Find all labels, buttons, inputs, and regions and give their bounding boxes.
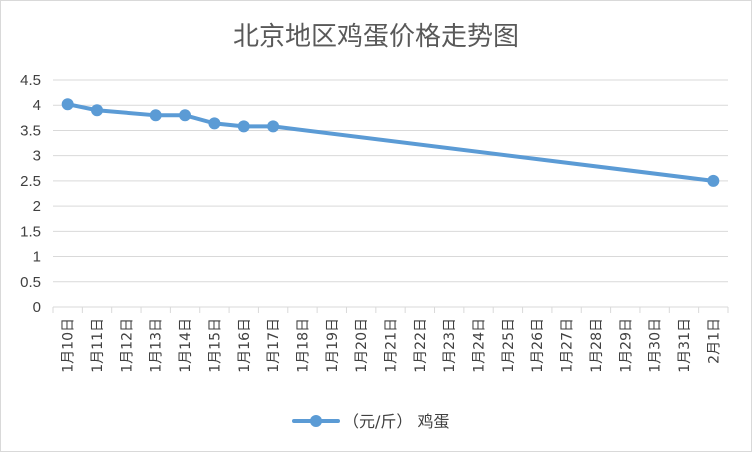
y-tick-label: 0.5 (20, 274, 41, 291)
y-tick-label: 1.5 (20, 223, 41, 240)
x-tick-label: 1月21日 (384, 318, 400, 373)
series-line (68, 104, 714, 181)
y-tick-label: 0 (33, 299, 41, 316)
chart-title: 北京地区鸡蛋价格走势图 (233, 22, 519, 52)
x-tick-label: 1月14日 (178, 318, 194, 373)
x-tick-label: 1月13日 (149, 318, 165, 373)
y-axis-ticks: 0 0.5 1 1.5 2 2.5 3 3.5 4 4.5 (20, 72, 41, 316)
legend-label: （元/斤） 鸡蛋 (343, 412, 449, 431)
x-tick-label: 1月10日 (61, 318, 77, 373)
x-tick-label: 1月12日 (119, 318, 135, 373)
data-point (62, 98, 74, 110)
x-tick-label: 1月22日 (413, 318, 429, 373)
series-layer (62, 98, 720, 187)
x-tick-label: 1月24日 (472, 318, 488, 373)
x-tick-label: 1月27日 (560, 318, 576, 373)
data-point (150, 109, 162, 121)
x-tick-label: 1月11日 (90, 318, 106, 373)
x-tick-label: 1月17日 (266, 318, 282, 373)
x-tick-label: 1月28日 (589, 318, 605, 373)
x-tick-label: 1月30日 (648, 318, 664, 373)
data-point (208, 117, 220, 129)
x-tick-label: 1月23日 (442, 318, 458, 373)
legend: （元/斤） 鸡蛋 (294, 412, 449, 431)
data-point (91, 104, 103, 116)
y-tick-label: 2.5 (20, 173, 41, 190)
x-tick-label: 1月19日 (325, 318, 341, 373)
x-tick-label: 2月1日 (706, 318, 722, 364)
x-tick-label: 1月26日 (530, 318, 546, 373)
y-tick-label: 3.5 (20, 122, 41, 139)
x-axis-ticks: 1月10日 1月11日 1月12日 1月13日 1月14日 1月15日 1月16日 1月17日… (53, 307, 728, 373)
data-point (179, 109, 191, 121)
y-tick-label: 4 (33, 97, 41, 114)
y-tick-label: 3 (33, 148, 41, 165)
x-tick-label: 1月16日 (237, 318, 253, 373)
y-tick-label: 1 (33, 249, 41, 266)
data-point (238, 120, 250, 132)
data-point (707, 175, 719, 187)
x-tick-label: 1月25日 (501, 318, 517, 373)
legend-point-marker (310, 415, 322, 427)
x-tick-label: 1月29日 (618, 318, 634, 373)
y-tick-label: 2 (33, 198, 41, 215)
x-tick-label: 1月31日 (677, 318, 693, 373)
x-tick-label: 1月18日 (295, 318, 311, 373)
x-tick-label: 1月15日 (207, 318, 223, 373)
x-tick-label: 1月20日 (354, 318, 370, 373)
data-point (267, 120, 279, 132)
y-tick-label: 4.5 (20, 72, 41, 89)
